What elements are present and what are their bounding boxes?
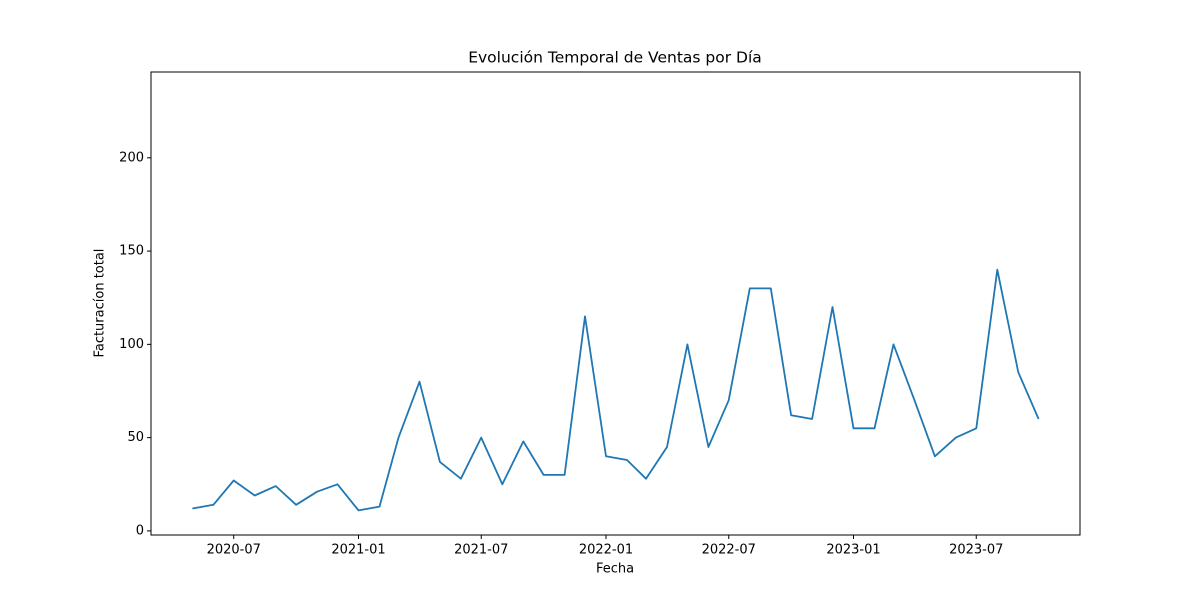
line-series [192,268,1040,512]
x-tick-label: 2020-07 [207,543,261,558]
x-axis-label: Fecha [596,562,634,577]
x-tick-label: 2022-07 [702,543,756,558]
x-tick-label: 2023-01 [826,543,880,558]
x-tick-label: 2021-01 [331,543,385,558]
y-axis-label: Facturacíon total [93,249,108,358]
x-tick-label: 2022-01 [579,543,633,558]
plot-frame [150,71,1081,536]
x-tick-label: 2023-07 [949,543,1003,558]
x-tick-label: 2021-07 [454,543,508,558]
y-tick-label: 200 [119,150,144,165]
chart-title: Evolución Temporal de Ventas por Día [468,49,762,67]
y-tick-label: 100 [119,337,144,352]
y-tick-label: 150 [119,244,144,259]
y-tick-label: 50 [127,430,144,445]
y-tick-label: 0 [136,523,144,538]
